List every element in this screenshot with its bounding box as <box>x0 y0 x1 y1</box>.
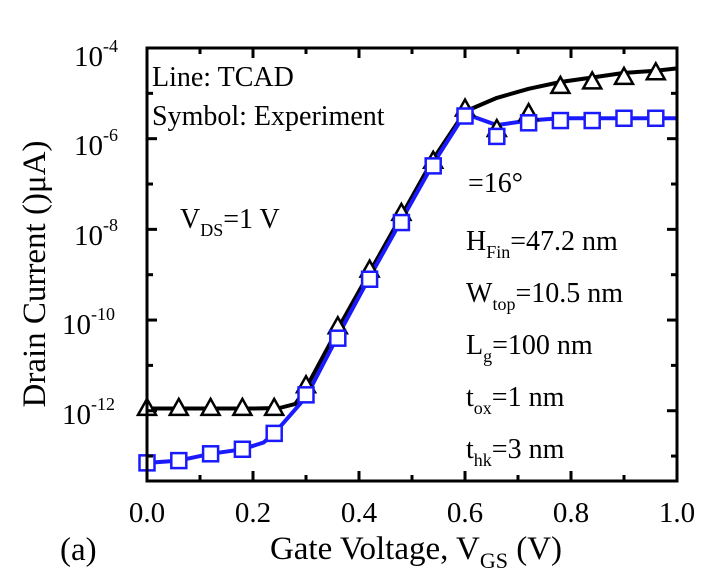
data-point-square <box>329 329 347 347</box>
data-point-triangle <box>167 396 190 417</box>
x-tick-label: 0.2 <box>235 497 271 529</box>
vds-annotation: VDS=1 V <box>180 204 280 240</box>
x-tick-label: 0.8 <box>553 497 589 529</box>
y-axis-label: Drain Current ()μA) <box>17 141 53 408</box>
x-tick-label: 0.0 <box>129 497 165 529</box>
y-tick-label: 10-4 <box>74 36 118 73</box>
data-point-triangle <box>644 60 667 81</box>
data-point-square <box>519 114 538 132</box>
data-point-square <box>424 157 442 175</box>
data-point-square <box>170 451 188 470</box>
param-tox: tox=1 nm <box>466 382 565 418</box>
y-tick-label: 10-10 <box>62 304 115 341</box>
plot-frame-group <box>145 46 679 483</box>
data-point-square <box>488 127 506 146</box>
data-point-square <box>583 111 601 130</box>
data-point-square <box>551 111 570 130</box>
data-point-triangle <box>581 69 604 90</box>
data-point-square <box>265 424 283 443</box>
param-angle: =16° <box>468 168 523 199</box>
y-tick-label: 10-8 <box>74 215 118 252</box>
y-tick-labels: 10-4 10-6 10-8 10-10 10-12 <box>62 36 118 431</box>
param-wtop: Wtop=10.5 nm <box>466 278 623 314</box>
legend-symbol-text: Symbol: Experiment <box>152 101 385 132</box>
param-hfin: HFin=47.2 nm <box>466 226 618 262</box>
param-lg: Lg=100 nm <box>466 330 593 366</box>
x-tick-label: 1.0 <box>659 497 695 529</box>
legend-line-text: Line: TCAD <box>152 62 294 93</box>
data-point-square <box>297 386 315 404</box>
x-tick-label: 0.6 <box>447 497 483 529</box>
data-point-triangle <box>549 74 572 95</box>
x-axis-label: Gate Voltage, VGS (V) <box>270 531 562 573</box>
y-tick-label: 10-6 <box>74 125 118 162</box>
data-point-square <box>392 213 411 232</box>
x-tick-labels: 0.0 0.2 0.4 0.6 0.8 1.0 <box>129 497 695 529</box>
data-point-triangle <box>612 65 636 86</box>
y-tick-label: 10-12 <box>62 394 115 431</box>
x-tick-label: 0.4 <box>341 497 378 529</box>
data-point-triangle <box>231 396 254 417</box>
data-point-square <box>360 270 379 288</box>
param-thk: thk=3 nm <box>466 434 565 470</box>
data-point-triangle <box>199 396 222 417</box>
data-point-square <box>647 109 665 128</box>
data-point-square <box>456 107 474 125</box>
panel-label: (a) <box>60 532 97 568</box>
data-point-triangle <box>263 396 286 417</box>
data-point-square <box>233 440 252 459</box>
data-point-square <box>201 445 220 463</box>
device-params: =16° HFin=47.2 nm Wtop=10.5 nm Lg=100 nm… <box>466 168 623 470</box>
data-point-square <box>615 109 633 128</box>
